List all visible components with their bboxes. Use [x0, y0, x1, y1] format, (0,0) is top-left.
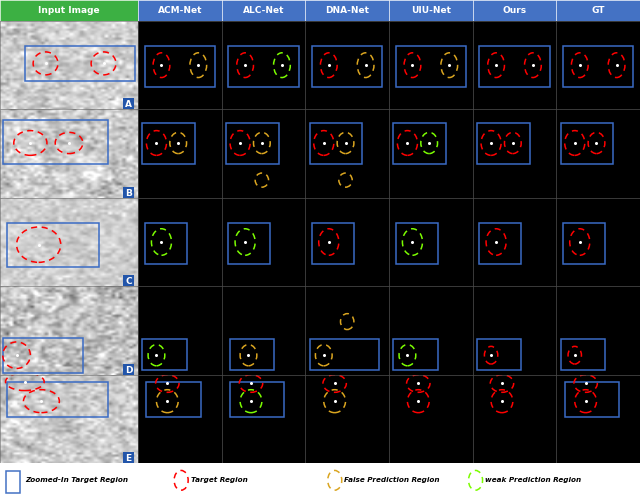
Text: B: B — [125, 189, 132, 198]
Bar — [479, 223, 521, 264]
Text: Zoomed-In Target Region: Zoomed-In Target Region — [26, 477, 129, 484]
Text: E: E — [125, 454, 131, 463]
Bar — [477, 123, 529, 164]
Bar — [312, 46, 382, 87]
Bar — [3, 337, 83, 373]
Bar — [25, 46, 135, 81]
Bar — [230, 382, 284, 417]
Bar — [310, 339, 379, 370]
Bar — [142, 339, 187, 370]
Bar — [563, 46, 634, 87]
Bar — [393, 339, 438, 370]
Bar — [396, 46, 466, 87]
Text: Input Image: Input Image — [38, 6, 100, 15]
Text: ALC-Net: ALC-Net — [243, 6, 284, 15]
Bar — [479, 46, 550, 87]
Bar — [3, 120, 108, 164]
Bar — [477, 339, 521, 370]
Text: Ours: Ours — [502, 6, 527, 15]
Bar — [393, 123, 446, 164]
Text: Target Region: Target Region — [191, 477, 248, 484]
Bar — [7, 382, 108, 417]
Bar — [312, 223, 354, 264]
Bar — [226, 123, 278, 164]
Text: C: C — [125, 277, 132, 286]
Bar — [142, 123, 195, 164]
Bar — [396, 223, 438, 264]
Text: A: A — [125, 100, 132, 109]
Bar — [7, 223, 99, 267]
Bar — [228, 46, 299, 87]
Text: False Prediction Region: False Prediction Region — [344, 477, 440, 484]
Bar — [6, 471, 20, 493]
Bar — [310, 123, 362, 164]
Text: UIU-Net: UIU-Net — [411, 6, 451, 15]
Bar — [230, 339, 273, 370]
Text: D: D — [125, 366, 132, 375]
Bar — [147, 382, 201, 417]
Bar — [145, 223, 187, 264]
Bar — [228, 223, 270, 264]
Bar — [564, 382, 619, 417]
Text: GT: GT — [591, 6, 605, 15]
Text: DNA-Net: DNA-Net — [325, 6, 369, 15]
Bar — [145, 46, 215, 87]
Text: weak Prediction Region: weak Prediction Region — [485, 477, 581, 484]
Bar — [563, 223, 605, 264]
Bar — [561, 339, 605, 370]
Text: ACM-Net: ACM-Net — [157, 6, 202, 15]
Bar — [561, 123, 613, 164]
